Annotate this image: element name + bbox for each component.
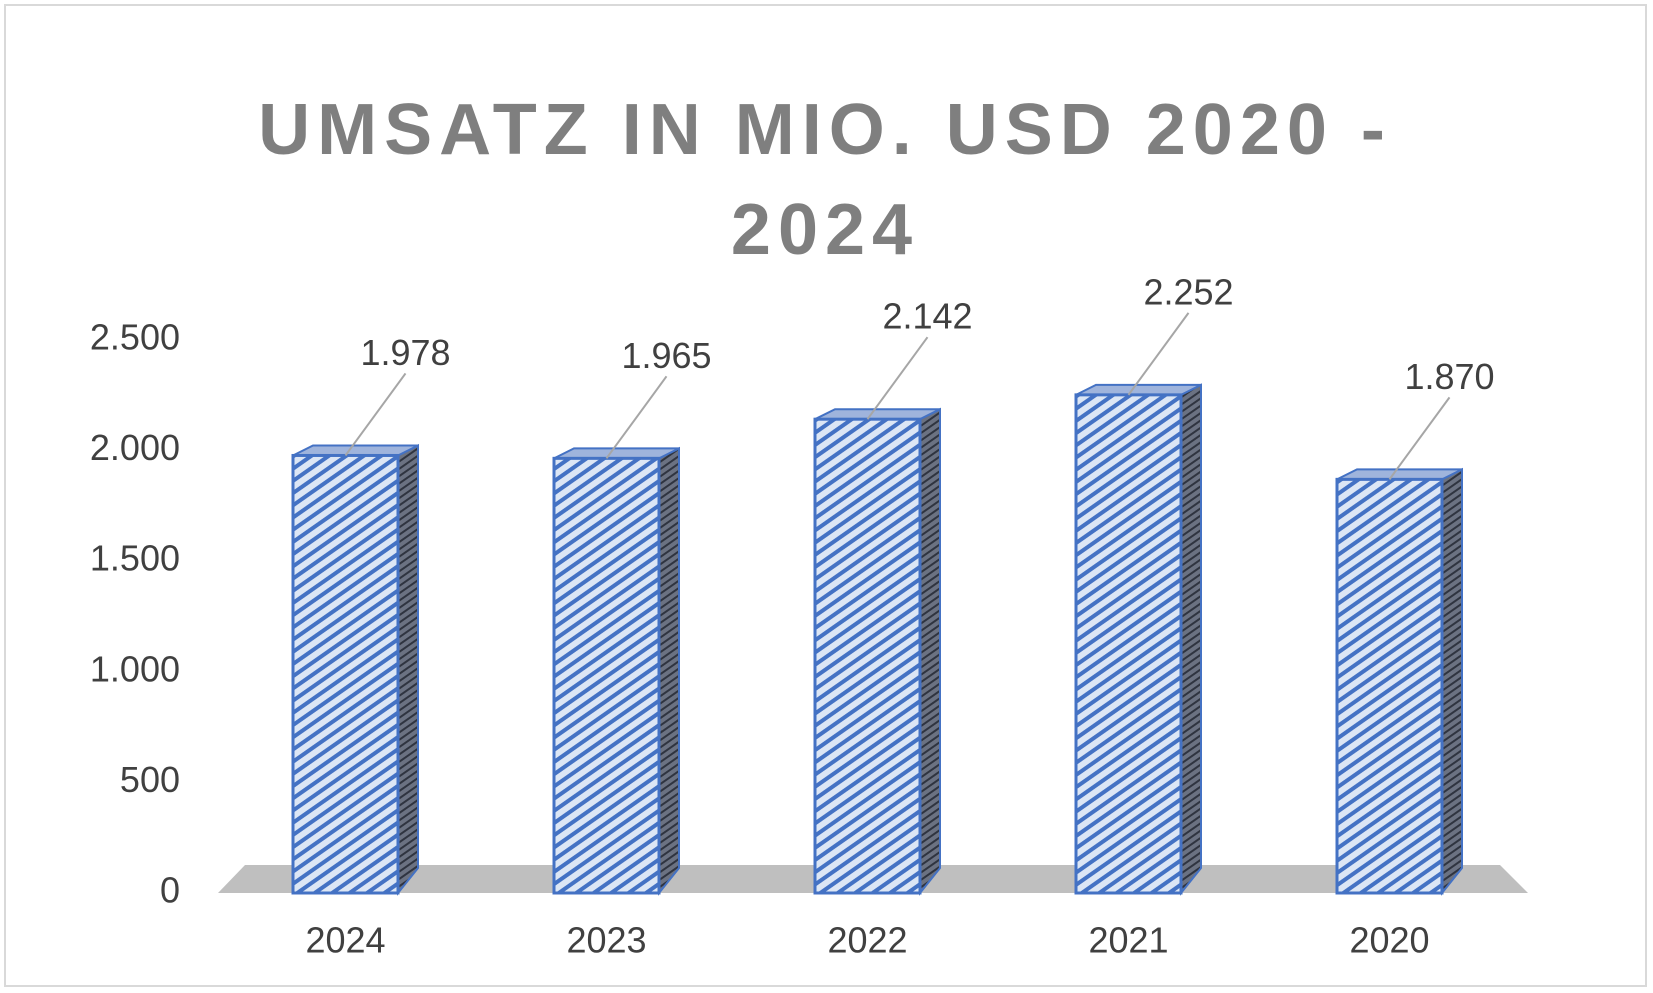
bar (291, 453, 400, 895)
data-label: 1.870 (1404, 356, 1494, 397)
bar-side (658, 446, 680, 896)
data-label: 1.978 (360, 332, 450, 373)
chart-title: UMSATZ IN MIO. USD 2020 - 2024 (258, 90, 1392, 270)
y-tick-label: 2.000 (90, 427, 180, 468)
y-tick-label: 2.500 (90, 317, 180, 358)
chart-frame (4, 4, 1647, 987)
data-label: 1.965 (621, 335, 711, 376)
x-tick-label: 2021 (1088, 920, 1168, 961)
bar-top (553, 447, 680, 460)
leader-line (344, 372, 407, 457)
x-tick-label: 2023 (566, 920, 646, 961)
bar-top (1075, 383, 1202, 396)
x-tick-label: 2024 (305, 920, 385, 961)
bar-top (292, 444, 419, 457)
bar-side (919, 407, 941, 896)
bar (1074, 393, 1183, 895)
bar-side (1441, 467, 1463, 896)
leader-line (866, 336, 929, 420)
x-tick-label: 2022 (827, 920, 907, 961)
y-tick-label: 0 (160, 870, 180, 911)
data-label: 2.252 (1143, 271, 1233, 312)
y-tick-label: 500 (120, 759, 180, 800)
bar-side (1180, 383, 1202, 896)
leader-line (1388, 396, 1451, 480)
bar (552, 456, 661, 895)
bar (1335, 477, 1444, 895)
bar (813, 417, 922, 895)
leader-line (1127, 312, 1190, 396)
bar-side (397, 443, 419, 896)
y-tick-label: 1.000 (90, 648, 180, 689)
data-label: 2.142 (882, 296, 972, 337)
leader-line (605, 375, 668, 459)
x-tick-label: 2020 (1349, 920, 1429, 961)
y-tick-label: 1.500 (90, 538, 180, 579)
